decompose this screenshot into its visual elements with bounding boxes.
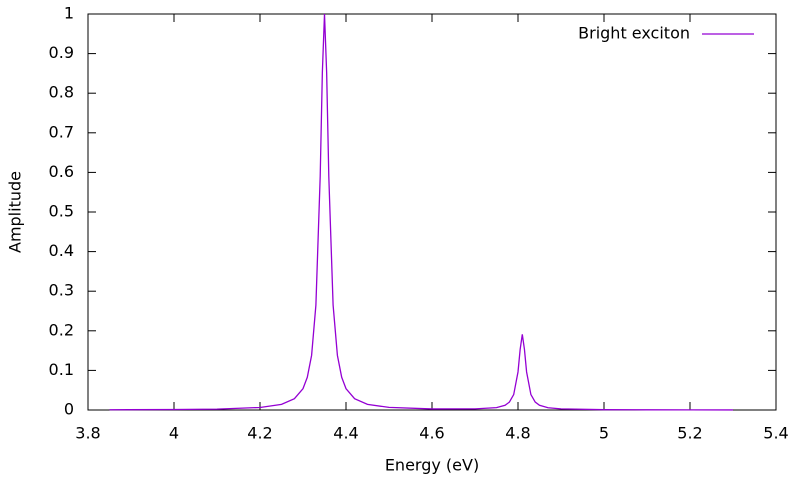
x-tick-label: 5.2 — [677, 424, 702, 443]
plot-border — [87, 13, 777, 411]
y-tick-label: 0.8 — [49, 83, 74, 102]
x-tick-label: 4.6 — [419, 424, 444, 443]
x-tick-label: 4 — [169, 424, 179, 443]
x-axis-label: Energy (eV) — [385, 456, 479, 475]
x-tick-label: 3.8 — [75, 424, 100, 443]
y-axis-label: Amplitude — [6, 171, 25, 253]
x-tick-label: 5.4 — [763, 424, 788, 443]
y-tick-label: 0.2 — [49, 320, 74, 339]
y-tick-label: 0.9 — [49, 43, 74, 62]
y-tick-label: 0 — [64, 400, 74, 419]
data-line — [109, 13, 734, 411]
y-tick-label: 0.5 — [49, 202, 74, 221]
y-tick-label: 0.3 — [49, 281, 74, 300]
y-tick-label: 0.4 — [49, 241, 74, 260]
x-tick-label: 5 — [599, 424, 609, 443]
x-tick-label: 4.4 — [333, 424, 358, 443]
y-tick-label: 0.1 — [49, 360, 74, 379]
y-tick-label: 0.7 — [49, 122, 74, 141]
y-tick-label: 1 — [64, 4, 74, 23]
x-tick-label: 4.8 — [505, 424, 530, 443]
y-tick-label: 0.6 — [49, 162, 74, 181]
x-tick-label: 4.2 — [247, 424, 272, 443]
legend-label: Bright exciton — [578, 24, 690, 43]
